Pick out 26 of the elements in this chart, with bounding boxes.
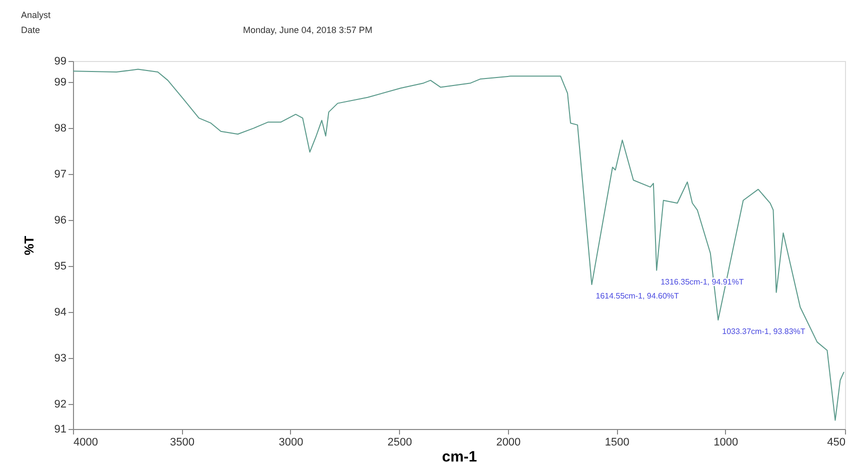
y-tick-label: 95 [54,260,66,273]
x-tick-label: 1500 [604,436,630,448]
x-tick-label: 1000 [714,436,738,448]
x-tick-label: 3000 [278,436,304,448]
y-tick-label: 99 [54,56,66,68]
y-tick-label: 91 [54,424,66,436]
text: Monday, June 04, 2018 3:57 PM [243,25,372,35]
y-tick-label: 96 [54,214,66,227]
y-axis-title: %T [21,236,36,256]
text: Date [21,25,40,35]
x-tick-label: 2500 [387,436,412,448]
line-series [72,68,844,421]
y-tick-label: 93 [54,352,66,365]
x-tick-label: 2000 [496,436,521,448]
x-tick-label: 4000 [74,436,98,448]
annotation: 1614.55cm-1, 94.60%T [596,292,680,301]
x-tick-label: 450 [827,436,846,448]
x-axis-title: cm-1 [442,448,478,463]
y-tick-label: 92 [54,398,66,411]
y-tick-label: 99 [54,76,66,89]
text: Analyst [21,10,52,20]
y-tick-label: 97 [54,168,66,181]
y-tick-label: 94 [54,306,66,319]
annotation: 1033.37cm-1, 93.83%T [722,326,806,336]
x-tick-label: 3500 [170,436,194,448]
y-tick-label: 98 [54,122,66,135]
